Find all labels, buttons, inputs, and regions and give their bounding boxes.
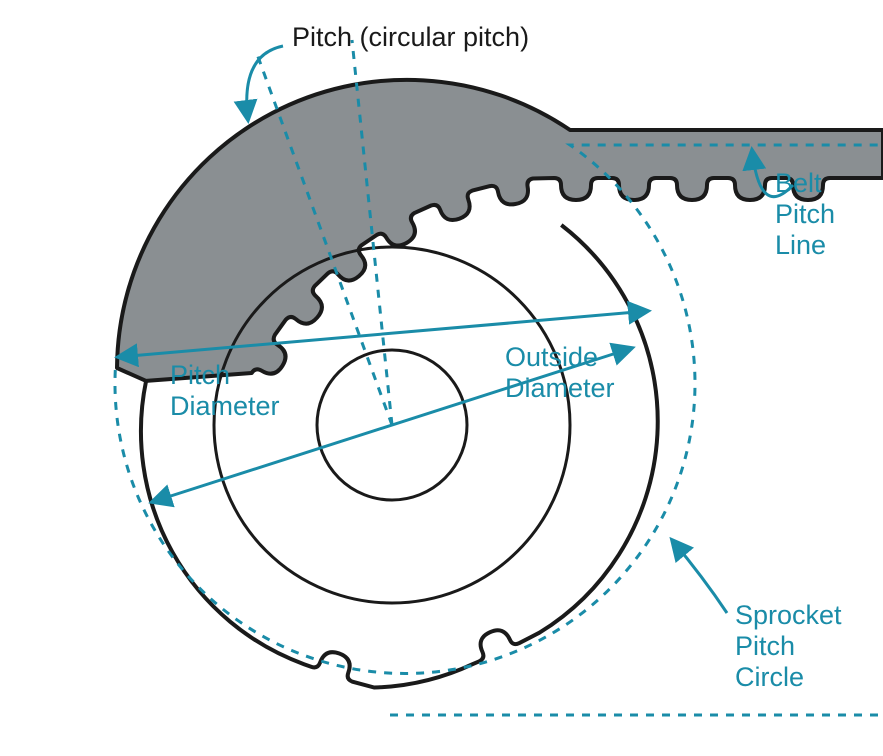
pitch-diameter-2: Diameter <box>170 391 280 421</box>
sprocket-pitch-circle-3: Circle <box>735 662 804 692</box>
pitch-title-label: Pitch (circular pitch) <box>292 22 529 53</box>
sprocket-pitch-circle-1: Sprocket <box>735 600 842 630</box>
belt-pitch-line-label: Belt Pitch Line <box>775 168 835 261</box>
sprocket-pitch-circle-label: Sprocket Pitch Circle <box>735 600 842 693</box>
pitch-diameter-1: Pitch <box>170 360 230 390</box>
outside-diameter-2: Diameter <box>505 373 615 403</box>
outside-diameter-label: Outside Diameter <box>505 342 615 404</box>
belt-body <box>117 80 883 381</box>
belt-pitch-line-1: Belt <box>775 168 822 198</box>
belt-pitch-line-3: Line <box>775 230 826 260</box>
belt <box>117 80 883 381</box>
outside-diameter-1: Outside <box>505 342 598 372</box>
sprocket-pitch-circle-2: Pitch <box>735 631 795 661</box>
sprocket-pitch-circle-leader <box>672 540 727 613</box>
belt-pitch-line-2: Pitch <box>775 199 835 229</box>
pitch-diameter-label: Pitch Diameter <box>170 360 280 422</box>
